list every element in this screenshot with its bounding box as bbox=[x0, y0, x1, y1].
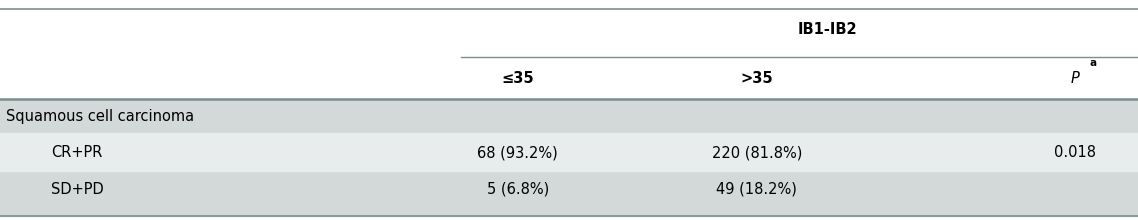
Text: 49 (18.2%): 49 (18.2%) bbox=[716, 182, 798, 197]
Text: IB1-IB2: IB1-IB2 bbox=[798, 22, 858, 37]
Text: 5 (6.8%): 5 (6.8%) bbox=[487, 182, 549, 197]
Bar bbox=[0, 99, 1138, 216]
Bar bbox=[0, 133, 1138, 170]
Text: Squamous cell carcinoma: Squamous cell carcinoma bbox=[6, 109, 193, 124]
Text: a: a bbox=[1089, 58, 1096, 68]
Text: 0.018: 0.018 bbox=[1055, 145, 1096, 160]
Text: ≤35: ≤35 bbox=[502, 71, 534, 86]
Text: 220 (81.8%): 220 (81.8%) bbox=[711, 145, 802, 160]
Text: CR+PR: CR+PR bbox=[51, 145, 102, 160]
Text: $\mathbf{\mathit{P}}$: $\mathbf{\mathit{P}}$ bbox=[1070, 70, 1081, 86]
Text: SD+PD: SD+PD bbox=[51, 182, 104, 197]
Text: 68 (93.2%): 68 (93.2%) bbox=[478, 145, 558, 160]
Text: >35: >35 bbox=[741, 71, 773, 86]
